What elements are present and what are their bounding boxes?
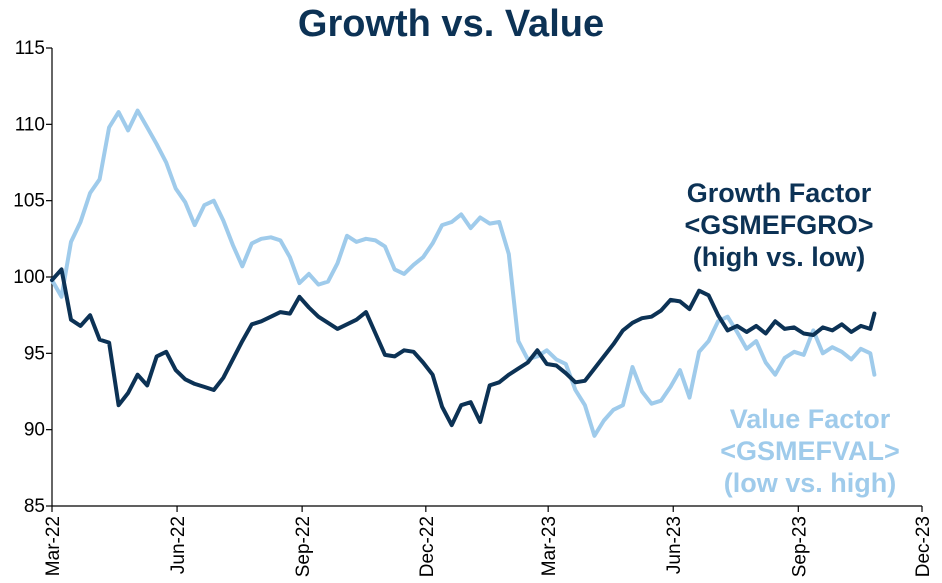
axes: 85 90 95 100 105 110 115 Mar-22 Jun-22 Sep-22 Dec-… [13,38,934,577]
value-annotation-line: Value Factor [730,404,891,434]
x-tick-label: Dec-22 [417,516,438,577]
y-tick-label: 90 [24,420,45,441]
y-tick-label: 105 [13,191,45,212]
annotation-layer: Growth Factor<GSMEFGRO>(high vs. low) Val… [684,178,899,498]
x-tick-label: Mar-22 [43,516,64,576]
growth-annotation-line: <GSMEFGRO> [684,210,873,240]
x-tick-label: Sep-23 [789,516,810,577]
value-annotation-line: <GSMEFVAL> [720,436,900,466]
y-tick-label: 110 [15,114,45,135]
y-tick-label: 85 [24,496,45,517]
y-tick-label: 100 [13,267,45,288]
value-factor-line [50,108,877,438]
x-tick-label: Sep-22 [293,516,314,577]
x-tick-label: Dec-23 [913,516,934,577]
growth-factor-line [50,267,877,428]
x-tick-label: Mar-23 [539,516,560,576]
value-annotation-line: (low vs. high) [724,468,897,498]
chart-title: Growth vs. Value [298,3,604,45]
series-layer [50,108,877,438]
growth-annotation-line: (high vs. low) [693,242,866,272]
y-tick-label: 95 [24,343,45,364]
growth-annotation-line: Growth Factor [687,178,872,208]
x-tick-label: Jun-22 [168,516,189,574]
x-tick-label: Jun-23 [664,516,685,574]
y-tick-label: 115 [15,38,45,59]
